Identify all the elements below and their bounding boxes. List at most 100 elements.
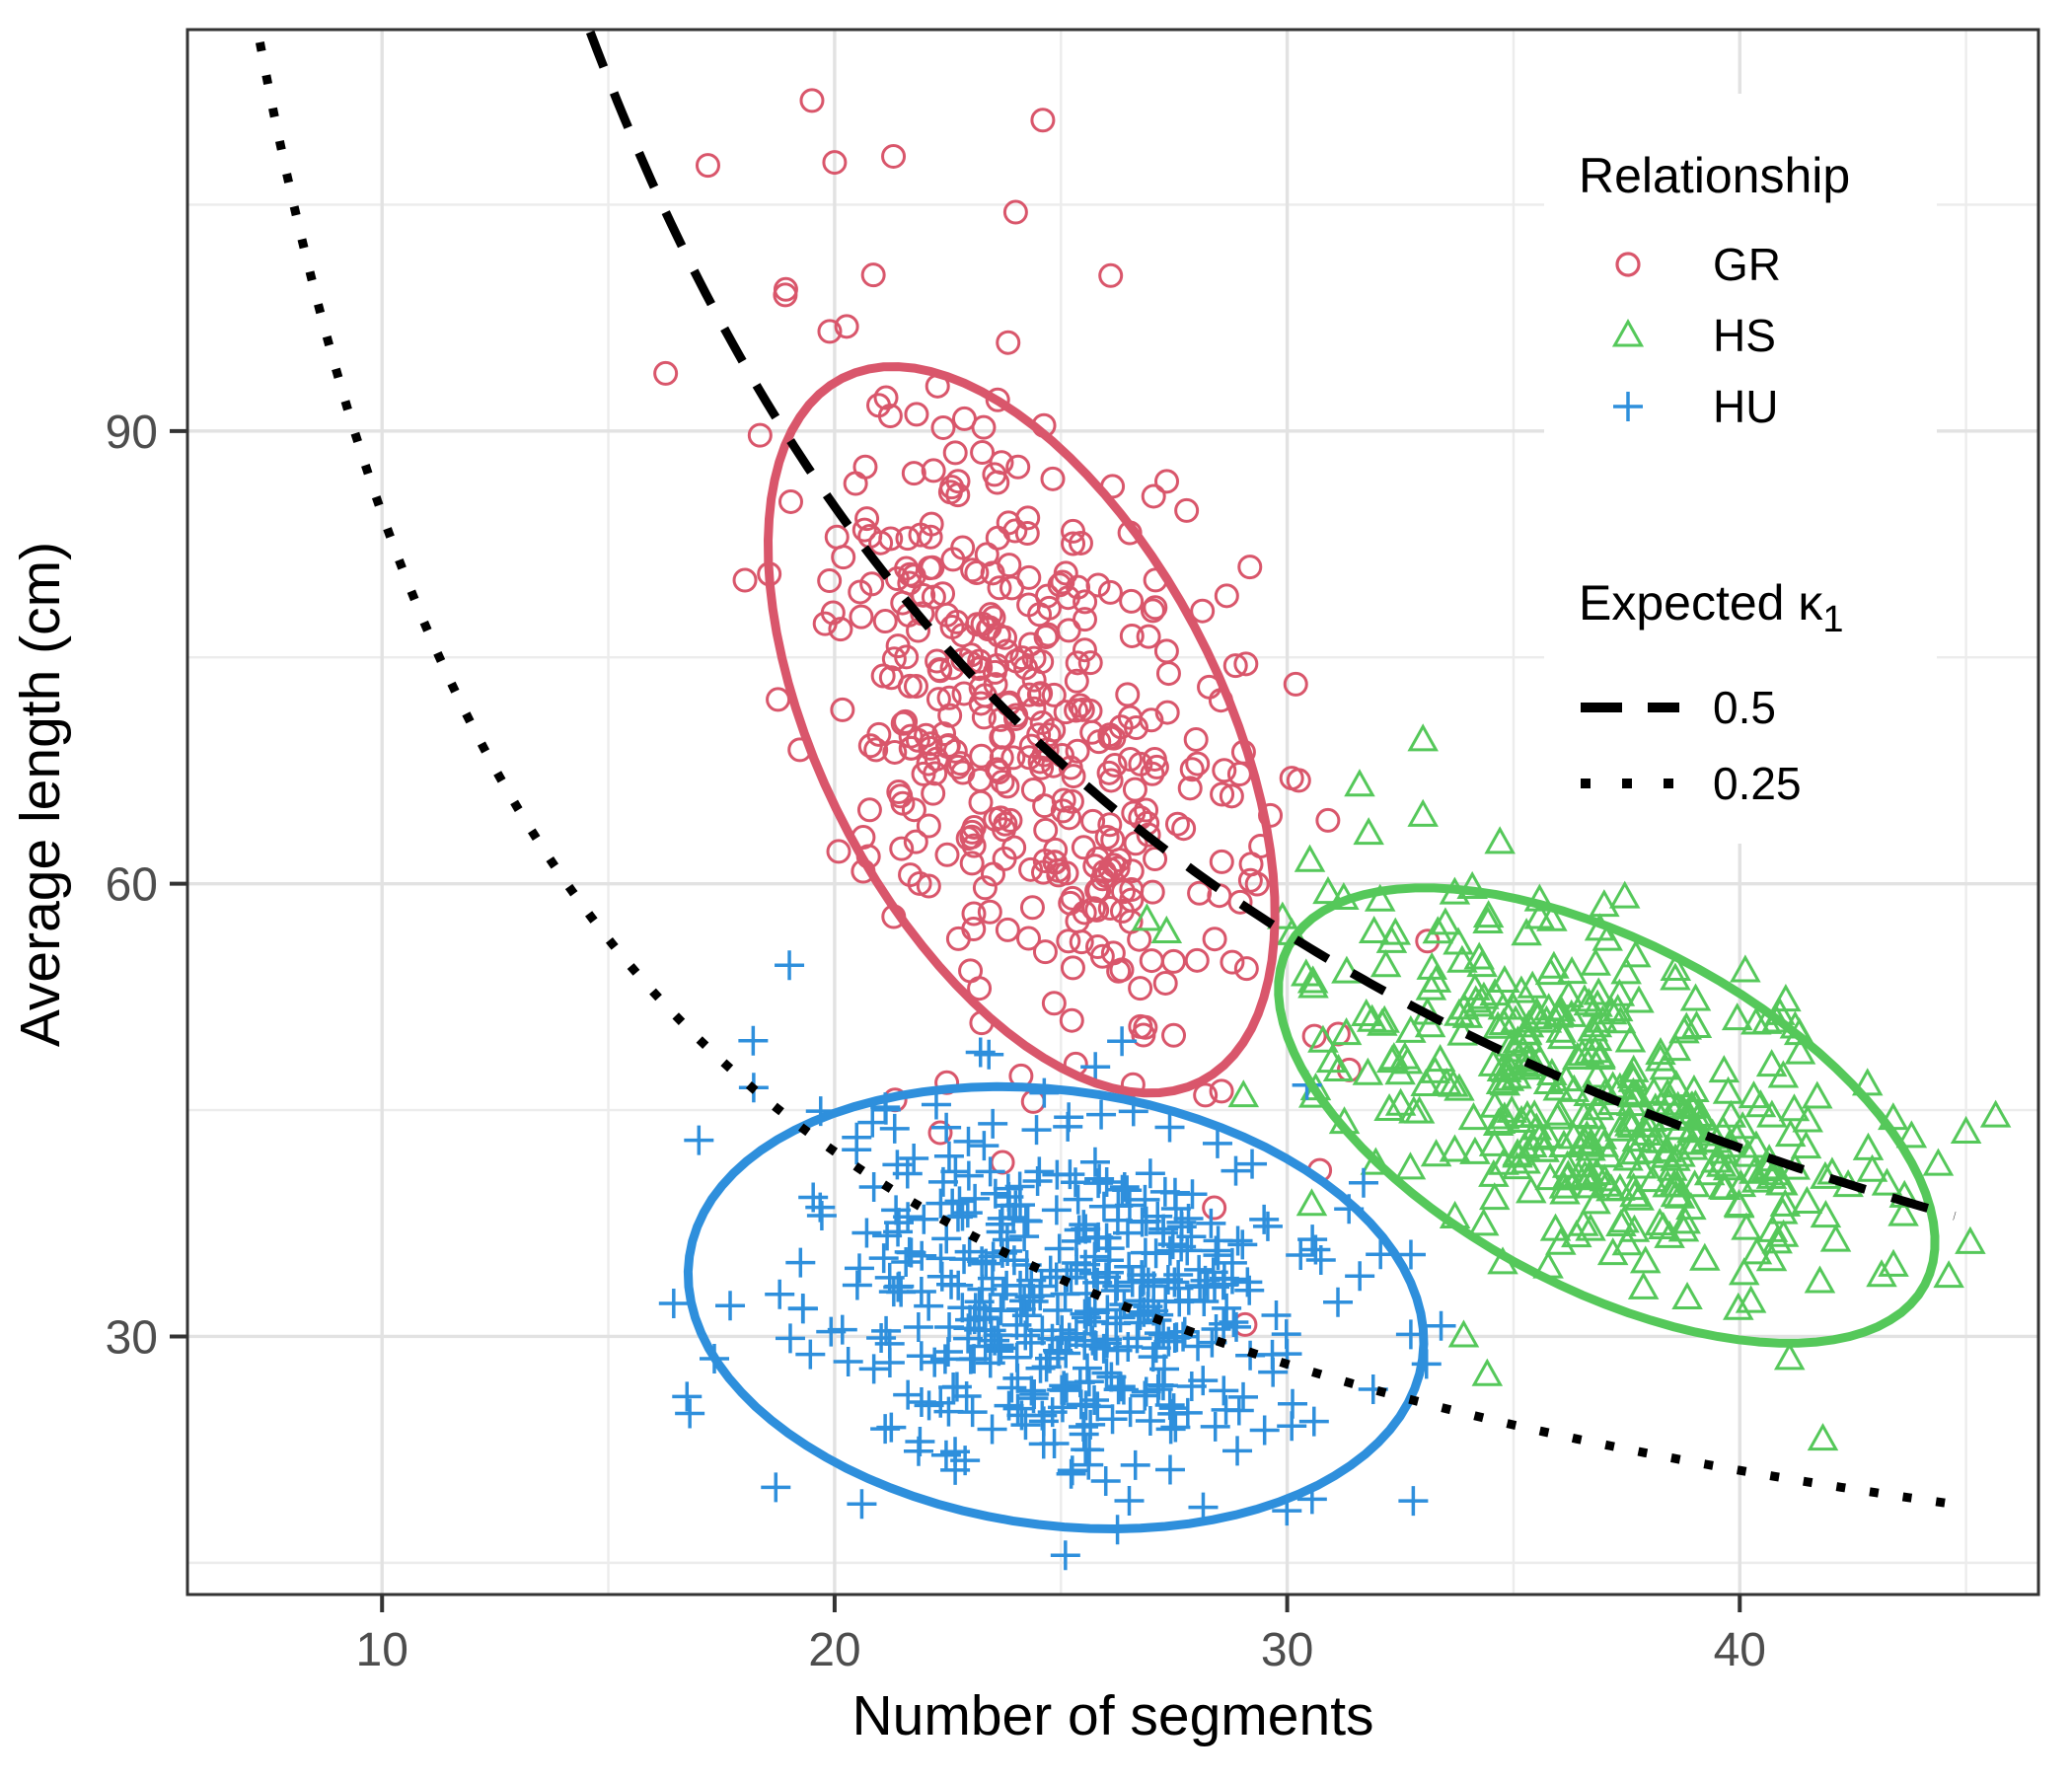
hs-point bbox=[1502, 1138, 1533, 1166]
hu-point bbox=[903, 1436, 933, 1466]
hu-point bbox=[1092, 1295, 1123, 1325]
hu-point bbox=[761, 1472, 791, 1503]
hu-point bbox=[684, 1125, 714, 1155]
gr-point bbox=[893, 708, 919, 734]
hu-point bbox=[959, 1344, 990, 1374]
hs-point bbox=[1422, 916, 1454, 944]
gr-point bbox=[881, 143, 907, 169]
hs-point bbox=[1735, 1285, 1767, 1313]
gr-point bbox=[1057, 805, 1082, 831]
gr-point bbox=[1016, 926, 1042, 951]
hs-point bbox=[1689, 1242, 1721, 1271]
hu-point bbox=[675, 1398, 705, 1429]
hu-point bbox=[1109, 1172, 1140, 1203]
hs-point bbox=[1227, 1079, 1260, 1108]
hu-point bbox=[903, 1312, 933, 1343]
hs-point bbox=[1592, 1140, 1624, 1168]
hs-point bbox=[1774, 1119, 1807, 1148]
gr-point bbox=[1128, 1013, 1153, 1039]
gr-point bbox=[901, 461, 926, 486]
gr-point bbox=[918, 735, 943, 761]
hs-point bbox=[1671, 1281, 1703, 1310]
gr-point bbox=[817, 568, 843, 594]
gr-point bbox=[961, 833, 987, 858]
hs-point bbox=[1668, 1015, 1700, 1044]
hu-point bbox=[775, 1323, 805, 1354]
hs-triangle-icon bbox=[1611, 318, 1645, 347]
hs-point bbox=[1471, 1358, 1504, 1386]
gr-point bbox=[1080, 808, 1106, 834]
hu-point bbox=[833, 1346, 863, 1376]
hs-point bbox=[1356, 1003, 1388, 1032]
gr-point bbox=[889, 836, 915, 861]
hs-point bbox=[1644, 1208, 1676, 1236]
hu-point bbox=[1062, 1255, 1091, 1286]
gr-point bbox=[1102, 752, 1128, 778]
legend-label-gr: GR bbox=[1713, 239, 1781, 290]
hu-point bbox=[1041, 1195, 1072, 1225]
hu-point bbox=[964, 1287, 995, 1317]
hs-point bbox=[1498, 992, 1529, 1020]
series-hu bbox=[658, 950, 1456, 1571]
hs-point bbox=[1502, 1025, 1534, 1054]
hu-point bbox=[1039, 1429, 1070, 1459]
gr-point bbox=[1141, 483, 1166, 509]
gr-point bbox=[974, 542, 999, 567]
gr-point bbox=[959, 819, 985, 845]
gr-point bbox=[992, 817, 1017, 843]
gr-cluster-ellipse bbox=[763, 362, 1280, 1098]
hs-point bbox=[1407, 798, 1439, 827]
gr-point bbox=[1046, 862, 1072, 888]
gr-point bbox=[1065, 738, 1090, 764]
hs-point bbox=[1315, 1045, 1348, 1074]
hs-point bbox=[1472, 905, 1504, 934]
hu-point bbox=[1209, 1375, 1239, 1406]
gr-point bbox=[1021, 667, 1047, 693]
hs-point bbox=[1539, 1213, 1572, 1241]
x-axis-title: Number of segments bbox=[851, 1684, 1373, 1747]
gr-point bbox=[1002, 199, 1028, 225]
hu-point bbox=[1051, 1373, 1081, 1403]
hs-point bbox=[1542, 1073, 1574, 1101]
hs-point bbox=[1662, 1169, 1693, 1198]
hu-point bbox=[1069, 1210, 1099, 1240]
hs-point bbox=[1856, 1153, 1888, 1182]
gr-point bbox=[960, 557, 986, 583]
gr-point bbox=[872, 609, 898, 634]
gr-point bbox=[1219, 783, 1244, 809]
hs-point bbox=[1459, 1136, 1491, 1164]
hs-point bbox=[1489, 1101, 1520, 1130]
gr-point bbox=[1279, 766, 1304, 791]
gr-point bbox=[1153, 638, 1179, 664]
gr-point bbox=[1029, 755, 1055, 780]
gr-point bbox=[1005, 454, 1031, 480]
hs-point bbox=[1543, 1097, 1576, 1126]
gr-point bbox=[1140, 761, 1165, 786]
hs-point bbox=[1807, 1423, 1839, 1451]
gr-point bbox=[1064, 668, 1089, 694]
hs-point bbox=[1693, 1157, 1726, 1186]
legend-relationship-title: Relationship bbox=[1579, 148, 1850, 203]
gr-point bbox=[854, 506, 880, 532]
gr-point bbox=[961, 917, 987, 942]
hu-point bbox=[931, 1224, 962, 1254]
gr-point bbox=[822, 150, 848, 176]
hs-point bbox=[1707, 1171, 1739, 1200]
hs-point bbox=[1296, 965, 1329, 994]
gr-point bbox=[1030, 108, 1056, 133]
hs-point bbox=[1291, 958, 1322, 987]
hu-point bbox=[1154, 1112, 1185, 1143]
gr-point bbox=[939, 614, 965, 639]
hs-point bbox=[1531, 1120, 1564, 1149]
gr-point bbox=[1051, 787, 1076, 813]
gr-point bbox=[1183, 726, 1209, 752]
hs-point bbox=[1467, 1208, 1500, 1236]
hs-point bbox=[1678, 1169, 1711, 1198]
hs-point bbox=[1416, 951, 1447, 980]
hu-point bbox=[1131, 1376, 1161, 1407]
hs-point bbox=[1596, 1237, 1629, 1266]
hu-point bbox=[909, 1204, 939, 1234]
gr-point bbox=[1016, 682, 1042, 707]
hs-point bbox=[1922, 1148, 1955, 1176]
x-tick-label: 20 bbox=[808, 1624, 860, 1676]
